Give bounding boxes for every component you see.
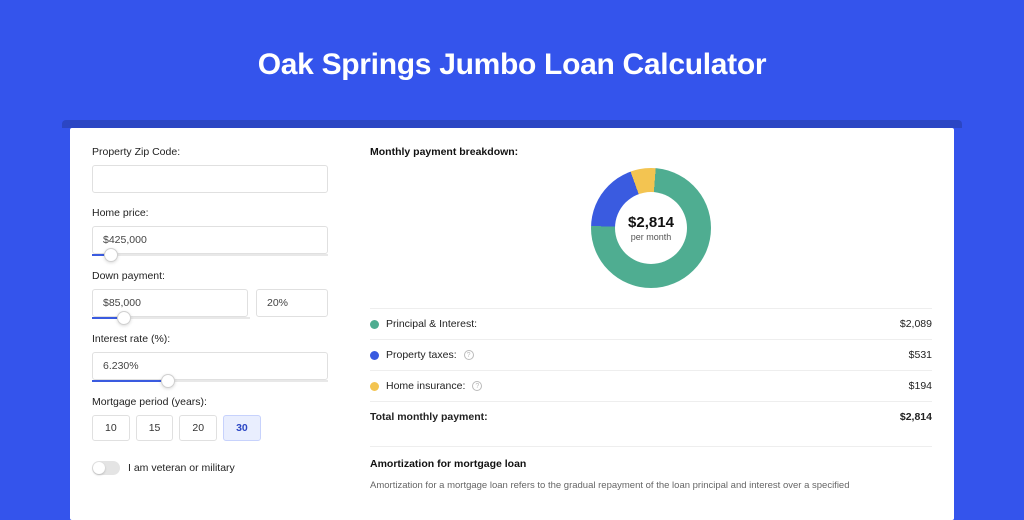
- info-icon[interactable]: ?: [464, 350, 474, 360]
- mortgage-period-option[interactable]: 15: [136, 415, 174, 441]
- slider-thumb[interactable]: [161, 374, 175, 388]
- breakdown-pane: Monthly payment breakdown: $2,814 per mo…: [350, 128, 954, 520]
- home-price-input[interactable]: [92, 226, 328, 254]
- down-payment-amount-input[interactable]: [92, 289, 248, 317]
- home-price-label: Home price:: [92, 207, 328, 219]
- interest-rate-label: Interest rate (%):: [92, 333, 328, 345]
- zip-input[interactable]: [92, 165, 328, 193]
- breakdown-row-left: Property taxes:?: [370, 349, 474, 361]
- legend-dot: [370, 382, 379, 391]
- slider-fill: [92, 380, 168, 382]
- breakdown-row: Property taxes:? $531: [370, 340, 932, 371]
- zip-field-group: Property Zip Code:: [92, 146, 328, 193]
- card-shadow: [62, 120, 962, 128]
- donut-sublabel: per month: [631, 232, 672, 242]
- breakdown-row: Principal & Interest: $2,089: [370, 309, 932, 340]
- breakdown-row-label: Home insurance:: [386, 380, 465, 392]
- calculator-card: Property Zip Code: Home price: Down paym…: [70, 128, 954, 520]
- breakdown-title: Monthly payment breakdown:: [370, 146, 932, 158]
- mortgage-period-options: 10152030: [92, 415, 328, 441]
- slider-thumb[interactable]: [117, 311, 131, 325]
- breakdown-row-label: Property taxes:: [386, 349, 457, 361]
- breakdown-row-value: $194: [909, 380, 932, 392]
- toggle-knob: [93, 462, 105, 474]
- down-payment-percent-input[interactable]: [256, 289, 328, 317]
- breakdown-total-label: Total monthly payment:: [370, 411, 488, 423]
- breakdown-total-value: $2,814: [900, 411, 932, 423]
- down-payment-label: Down payment:: [92, 270, 328, 282]
- mortgage-period-label: Mortgage period (years):: [92, 396, 328, 408]
- legend-dot: [370, 351, 379, 360]
- donut-chart: $2,814 per month: [591, 168, 711, 288]
- amortization-section: Amortization for mortgage loan Amortizat…: [370, 446, 932, 493]
- legend-dot: [370, 320, 379, 329]
- input-pane: Property Zip Code: Home price: Down paym…: [70, 128, 350, 520]
- info-icon[interactable]: ?: [472, 381, 482, 391]
- veteran-label: I am veteran or military: [128, 462, 235, 474]
- interest-rate-group: Interest rate (%):: [92, 333, 328, 382]
- mortgage-period-option[interactable]: 20: [179, 415, 217, 441]
- interest-rate-input[interactable]: [92, 352, 328, 380]
- page-title: Oak Springs Jumbo Loan Calculator: [0, 48, 1024, 82]
- breakdown-row-value: $531: [909, 349, 932, 361]
- breakdown-row-left: Home insurance:?: [370, 380, 482, 392]
- amortization-body: Amortization for a mortgage loan refers …: [370, 479, 932, 493]
- home-price-group: Home price:: [92, 207, 328, 256]
- amortization-title: Amortization for mortgage loan: [370, 458, 932, 470]
- veteran-toggle[interactable]: [92, 461, 120, 475]
- breakdown-row-label: Principal & Interest:: [386, 318, 477, 330]
- breakdown-rows: Principal & Interest: $2,089 Property taxe…: [370, 308, 932, 432]
- mortgage-period-option[interactable]: 30: [223, 415, 261, 441]
- donut-center: $2,814 per month: [615, 192, 687, 264]
- veteran-row: I am veteran or military: [92, 461, 328, 475]
- mortgage-period-group: Mortgage period (years): 10152030: [92, 396, 328, 441]
- donut-chart-wrap: $2,814 per month: [370, 168, 932, 288]
- slider-thumb[interactable]: [104, 248, 118, 262]
- breakdown-total-row: Total monthly payment: $2,814: [370, 402, 932, 432]
- breakdown-row-left: Principal & Interest:: [370, 318, 477, 330]
- breakdown-row-value: $2,089: [900, 318, 932, 330]
- breakdown-row: Home insurance:? $194: [370, 371, 932, 402]
- mortgage-period-option[interactable]: 10: [92, 415, 130, 441]
- down-payment-group: Down payment:: [92, 270, 328, 319]
- interest-rate-slider[interactable]: [92, 380, 328, 382]
- down-payment-slider[interactable]: [92, 317, 250, 319]
- hero-banner: Oak Springs Jumbo Loan Calculator: [0, 0, 1024, 120]
- donut-amount: $2,814: [628, 214, 674, 231]
- zip-label: Property Zip Code:: [92, 146, 328, 158]
- home-price-slider[interactable]: [92, 254, 328, 256]
